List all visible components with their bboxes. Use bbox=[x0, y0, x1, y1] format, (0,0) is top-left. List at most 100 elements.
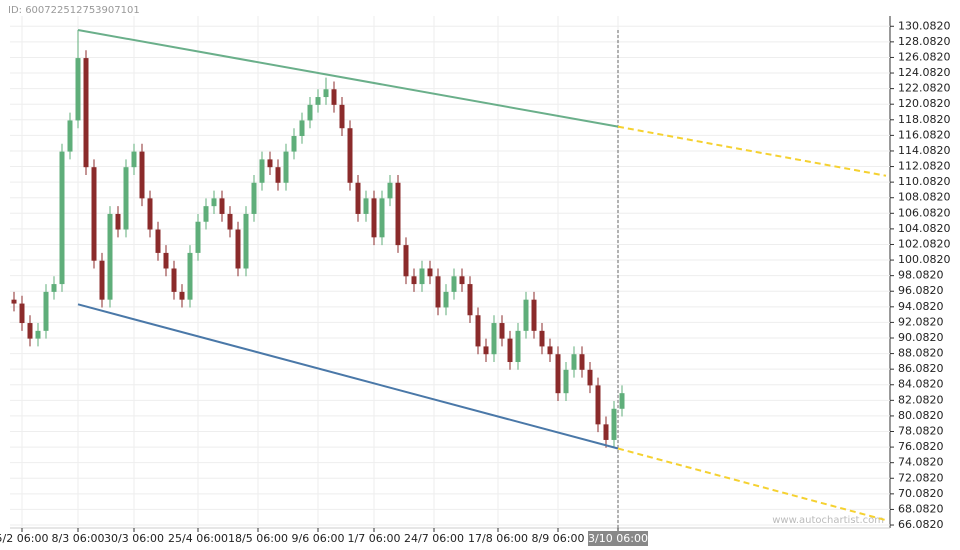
candle-body bbox=[563, 369, 569, 394]
candle-body bbox=[539, 330, 545, 347]
candle-body bbox=[323, 89, 329, 98]
candle-body bbox=[235, 229, 241, 269]
x-tick-label: 18/5 06:00 bbox=[228, 532, 288, 545]
candle-body bbox=[259, 159, 265, 183]
trend-line bbox=[77, 303, 619, 450]
y-tick-label: 88.0820 bbox=[898, 347, 944, 360]
y-tick-label: 110.0820 bbox=[898, 175, 951, 188]
candle-body bbox=[571, 354, 577, 370]
y-tick-label: 108.0820 bbox=[898, 191, 951, 204]
candle-body bbox=[163, 252, 169, 269]
candle-body bbox=[363, 198, 369, 214]
candle-body bbox=[267, 159, 273, 168]
y-tick-label: 116.0820 bbox=[898, 128, 951, 141]
candle-body bbox=[227, 213, 233, 230]
x-tick-label: 8/9 06:00 bbox=[532, 532, 585, 545]
candle-body bbox=[331, 89, 337, 105]
y-tick-label: 102.0820 bbox=[898, 237, 951, 250]
candle-body bbox=[83, 58, 89, 168]
candle-body bbox=[427, 268, 433, 277]
y-tick-label: 126.0820 bbox=[898, 50, 951, 63]
candle-body bbox=[515, 330, 521, 363]
candle-body bbox=[435, 276, 441, 308]
trend-line bbox=[77, 29, 619, 128]
candle-body bbox=[195, 221, 201, 253]
x-tick-label: 8/3 06:00 bbox=[52, 532, 105, 545]
y-tick-label: 114.0820 bbox=[898, 144, 951, 157]
candle-body bbox=[411, 276, 417, 285]
candle-body bbox=[251, 182, 257, 214]
candle-body bbox=[35, 330, 41, 339]
candle-body bbox=[339, 104, 345, 129]
trend-line bbox=[617, 125, 887, 177]
candle-body bbox=[507, 338, 513, 363]
candle-body bbox=[611, 408, 617, 440]
y-tick-label: 106.0820 bbox=[898, 206, 951, 219]
trend-line bbox=[617, 447, 887, 522]
y-tick-label: 100.0820 bbox=[898, 253, 951, 266]
candle-body bbox=[115, 213, 121, 230]
candle-body bbox=[203, 206, 209, 222]
candle-body bbox=[467, 284, 473, 316]
candle-body bbox=[27, 323, 33, 339]
y-tick-label: 68.0820 bbox=[898, 502, 944, 515]
candle-body bbox=[499, 323, 505, 339]
candle-body bbox=[131, 151, 137, 168]
y-tick-label: 120.0820 bbox=[898, 97, 951, 110]
candle-body bbox=[291, 136, 297, 152]
candle-body bbox=[107, 213, 113, 300]
x-tick-highlight bbox=[588, 531, 648, 546]
candle-body bbox=[51, 284, 57, 292]
y-tick-label: 94.0820 bbox=[898, 300, 944, 313]
candle-body bbox=[483, 346, 489, 355]
y-tick-label: 128.0820 bbox=[898, 35, 951, 48]
y-tick-label: 80.0820 bbox=[898, 409, 944, 422]
candle-body bbox=[307, 104, 313, 121]
watermark: www.autochartist.com bbox=[772, 515, 884, 526]
x-tick-label: 25/4 06:00 bbox=[168, 532, 228, 545]
candle-body bbox=[347, 128, 353, 183]
candle-body bbox=[379, 198, 385, 238]
candle-body bbox=[123, 167, 129, 230]
candle-body bbox=[451, 276, 457, 292]
x-tick-label: 1/7 06:00 bbox=[348, 532, 401, 545]
candle-body bbox=[11, 299, 17, 304]
candle-body bbox=[243, 213, 249, 269]
x-tick-label: 17/8 06:00 bbox=[468, 532, 528, 545]
x-tick-label: 24/7 06:00 bbox=[404, 532, 464, 545]
candle-body bbox=[99, 260, 105, 300]
candle-body bbox=[491, 323, 497, 355]
y-tick-label: 78.0820 bbox=[898, 425, 944, 438]
candle-body bbox=[555, 354, 561, 394]
candle-body bbox=[595, 385, 601, 425]
candle-body bbox=[19, 303, 25, 324]
y-tick-label: 98.0820 bbox=[898, 269, 944, 282]
y-tick-label: 104.0820 bbox=[898, 222, 951, 235]
y-tick-label: 118.0820 bbox=[898, 113, 951, 126]
candle-body bbox=[371, 198, 377, 238]
candle-body bbox=[603, 424, 609, 440]
candle-body bbox=[315, 97, 321, 105]
candle-body bbox=[171, 268, 177, 292]
candle-body bbox=[587, 369, 593, 386]
candle-body bbox=[75, 58, 81, 121]
candle-body bbox=[275, 167, 281, 183]
y-tick-label: 86.0820 bbox=[898, 362, 944, 375]
candle-body bbox=[139, 151, 145, 199]
candle-body bbox=[211, 198, 217, 207]
y-tick-label: 76.0820 bbox=[898, 440, 944, 453]
candle-body bbox=[59, 151, 65, 285]
x-tick-label: 5/2 06:00 bbox=[0, 532, 48, 545]
candle-body bbox=[355, 182, 361, 214]
y-tick-label: 82.0820 bbox=[898, 393, 944, 406]
candle-body bbox=[395, 182, 401, 246]
candle-body bbox=[299, 120, 305, 137]
candle-body bbox=[419, 268, 425, 285]
y-tick-label: 124.0820 bbox=[898, 66, 951, 79]
candle-body bbox=[43, 291, 49, 331]
id-label: ID: 600722512753907101 bbox=[8, 5, 140, 16]
candle-body bbox=[547, 346, 553, 355]
y-tick-label: 92.0820 bbox=[898, 315, 944, 328]
